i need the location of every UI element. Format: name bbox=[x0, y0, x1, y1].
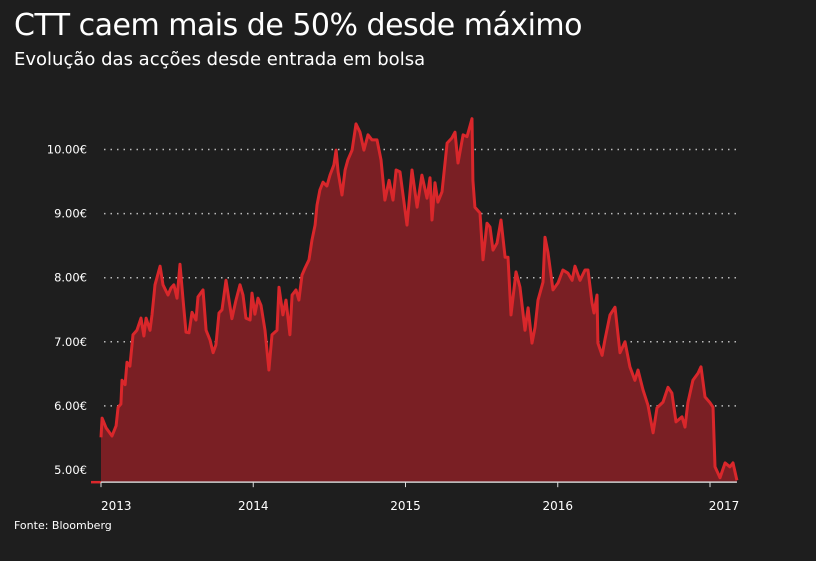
y-tick-label: 5.00€ bbox=[54, 463, 87, 477]
x-tick-label: 2016 bbox=[542, 499, 573, 513]
chart-subtitle: Evolução das acções desde entrada em bol… bbox=[14, 49, 426, 70]
y-tick-label: 10.00€ bbox=[47, 143, 87, 157]
chart-title: CTT caem mais de 50% desde máximo bbox=[14, 8, 583, 43]
y-tick-label: 9.00€ bbox=[54, 207, 87, 221]
x-tick-label: 2013 bbox=[101, 499, 132, 513]
y-tick-label: 6.00€ bbox=[54, 399, 87, 413]
y-axis-labels: 5.00€ 6.00€ 7.00€ 8.00€ 9.00€ 10.00€ bbox=[47, 143, 87, 478]
y-tick-label: 8.00€ bbox=[54, 271, 87, 285]
x-axis-labels: 2013 2014 2015 2016 2017 bbox=[100, 482, 740, 513]
price-line bbox=[99, 117, 739, 481]
price-area bbox=[101, 118, 737, 483]
y-tick-label: 7.00€ bbox=[54, 335, 87, 349]
x-tick-label: 2015 bbox=[390, 499, 421, 513]
x-tick-label: 2017 bbox=[709, 499, 740, 513]
x-tick-label: 2014 bbox=[238, 499, 269, 513]
source-note: Fonte: Bloomberg bbox=[14, 519, 112, 532]
